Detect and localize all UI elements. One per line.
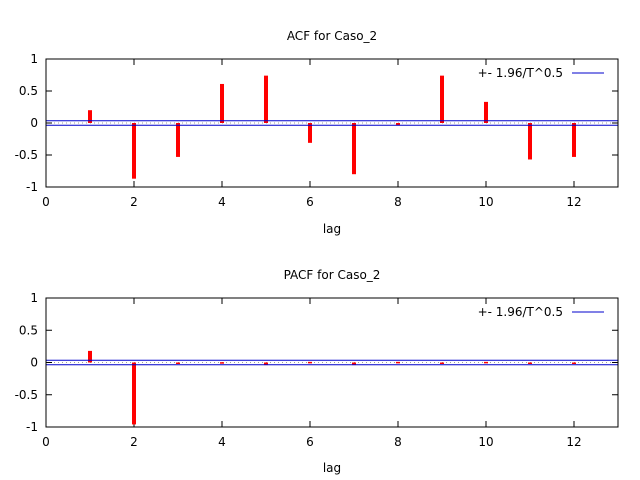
pacf-xlabel: lag	[323, 461, 341, 475]
pacf-title: PACF for Caso_2	[284, 268, 381, 282]
pacf-xtick-label: 4	[218, 435, 226, 449]
acf-xtick-label: 12	[566, 195, 581, 209]
acf-bar-lag-1	[88, 110, 92, 123]
acf-ytick-label: 0.5	[19, 84, 38, 98]
acf-ytick-label: 0	[30, 116, 38, 130]
pacf-bar-lag-6	[308, 361, 312, 364]
acf-bar-lag-7	[352, 123, 356, 175]
pacf-bar-lag-1	[88, 350, 92, 363]
acf-xtick-label: 10	[478, 195, 493, 209]
acf-bar-lag-12	[572, 123, 576, 157]
pacf-xtick-label: 8	[394, 435, 402, 449]
acf-ytick-label: -0.5	[15, 148, 38, 162]
pacf-ytick-label: 0	[30, 356, 38, 370]
acf-bar-lag-4	[220, 83, 224, 123]
acf-bar-lag-11	[528, 123, 532, 160]
acf-plot-frame	[45, 58, 619, 188]
acf-title: ACF for Caso_2	[287, 29, 377, 43]
pacf-xtick-label: 0	[42, 435, 50, 449]
acf-legend-label: +- 1.96/T^0.5	[478, 66, 563, 80]
pacf-xtick-label: 6	[306, 435, 314, 449]
acf-bar-lag-3	[176, 123, 180, 157]
pacf-ytick-label: -0.5	[15, 388, 38, 402]
pacf-ytick-label: 1	[30, 291, 38, 305]
pacf-bar-lag-9	[440, 362, 444, 364]
pacf-bar-lag-4	[220, 362, 224, 364]
acf-bar-lag-5	[264, 75, 268, 123]
acf-ytick-label: 1	[30, 52, 38, 66]
acf-xtick-label: 6	[306, 195, 314, 209]
pacf-plot-frame	[45, 297, 619, 428]
pacf-bar-lag-11	[528, 362, 532, 364]
pacf-bar-lag-8	[396, 361, 400, 364]
acf-xtick-label: 0	[42, 195, 50, 209]
acf-bar-lag-2	[132, 123, 136, 179]
acf-xtick-label: 2	[130, 195, 138, 209]
pacf-ytick-label: 0.5	[19, 323, 38, 337]
acf-bar-lag-8	[396, 123, 400, 126]
pacf-bar-lag-12	[572, 362, 576, 364]
pacf-xtick-label: 12	[566, 435, 581, 449]
acf-ytick-label: -1	[26, 180, 38, 194]
pacf-bar-lag-3	[176, 362, 180, 364]
pacf-legend-label: +- 1.96/T^0.5	[478, 305, 563, 319]
acf-bar-lag-6	[308, 123, 312, 143]
acf-bar-lag-10	[484, 101, 488, 123]
acf-xtick-label: 4	[218, 195, 226, 209]
pacf-xtick-label: 2	[130, 435, 138, 449]
acf-xlabel: lag	[323, 222, 341, 236]
pacf-ytick-label: -1	[26, 420, 38, 434]
pacf-bar-lag-10	[484, 361, 488, 364]
acf-bar-lag-9	[440, 75, 444, 123]
pacf-bar-lag-5	[264, 362, 268, 366]
pacf-bar-lag-2	[132, 362, 136, 425]
pacf-bar-lag-7	[352, 362, 356, 366]
pacf-xtick-label: 10	[478, 435, 493, 449]
acf-xtick-label: 8	[394, 195, 402, 209]
